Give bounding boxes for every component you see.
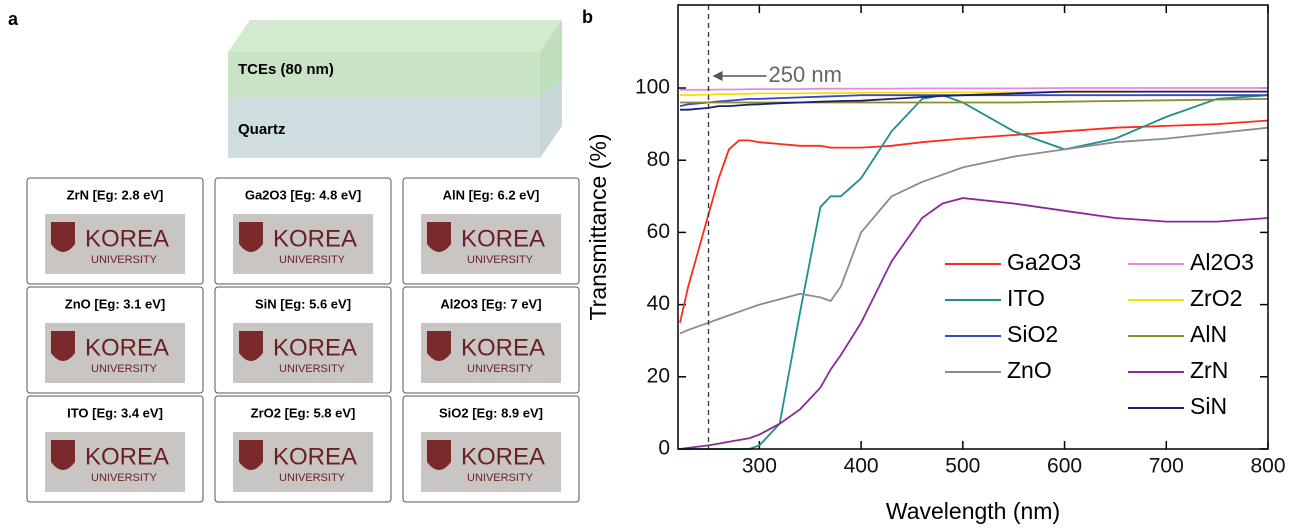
legend-label: Al2O3 [1190,249,1254,275]
y-tick-label: 40 [647,292,670,315]
series-line [680,98,1269,104]
panel-label: b [582,7,593,27]
series-line [680,87,1268,91]
photo-label: Al2O3 [Eg: 7 eV] [440,296,541,311]
logo-text: KOREA [273,443,357,470]
photo-label: Ga2O3 [Eg: 4.8 eV] [245,187,361,202]
legend-label: AlN [1190,321,1227,347]
x-tick-label: 400 [844,455,879,478]
layer-label: TCEs (80 nm) [238,61,334,78]
layer-label: Quartz [238,121,286,138]
photo-label: ZrN [Eg: 2.8 eV] [67,187,164,202]
logo-shield [239,222,263,252]
logo-shield [239,440,263,470]
logo-shield [427,440,451,470]
logo-shield [51,222,75,252]
stack-top [228,20,562,52]
x-tick-label: 600 [1047,455,1082,478]
photo-label: ZrO2 [Eg: 5.8 eV] [251,405,356,420]
logo-text: KOREA [273,225,357,252]
series-line [680,94,1269,450]
logo-shield [51,440,75,470]
x-tick-label: 800 [1250,455,1285,478]
quartz-layer [228,97,540,158]
logo-text: KOREA [461,334,545,361]
logo-text: UNIVERSITY [467,472,534,484]
y-axis-title: Transmittance (%) [585,133,611,320]
logo-text: KOREA [461,443,545,470]
legend-label: SiO2 [1007,321,1058,347]
legend-label: Ga2O3 [1007,249,1081,275]
legend-label: ZrN [1190,357,1228,383]
logo-shield [427,331,451,361]
x-axis-title: Wavelength (nm) [886,498,1060,524]
legend-label: ITO [1007,285,1045,311]
logo-text: KOREA [461,225,545,252]
panel-label: a [8,9,19,29]
photo-grid: ZrN [Eg: 2.8 eV] KOREA UNIVERSITY Ga2O3 [Eg… [26,177,580,503]
logo-shield [427,222,451,252]
y-tick-label: 80 [647,148,670,171]
photo-label: ITO [Eg: 3.4 eV] [67,405,163,420]
series-line [679,94,1268,107]
stack-side [540,20,562,97]
x-tick-label: 300 [742,455,777,478]
chart: 300 400 500 600 700 800 0 20 40 60 80 100 Wavelength… [585,4,1286,524]
x-tick-label: 500 [945,455,980,478]
series-line [680,90,1268,111]
legend-label: ZrO2 [1190,285,1242,311]
y-tick-label: 20 [647,364,670,387]
photo-label: AlN [Eg: 6.2 eV] [443,187,540,202]
y-tick-label: 60 [647,220,670,243]
plot-frame [677,4,1269,450]
logo-text: UNIVERSITY [467,254,534,266]
logo-text: UNIVERSITY [467,363,534,375]
logo-text: KOREA [273,334,357,361]
series-line [679,126,1269,335]
annotation-arrowhead [712,71,723,81]
photo-label: SiO2 [Eg: 8.9 eV] [439,405,543,420]
y-tick-label: 0 [658,437,670,460]
y-tick-label: 100 [635,76,670,99]
logo-text: KOREA [85,225,169,252]
logo-shield [51,331,75,361]
logo-text: UNIVERSITY [279,472,346,484]
legend-label: SiN [1190,393,1227,419]
annotation: 250 nm [769,62,842,87]
logo-text: KOREA [85,443,169,470]
logo-text: UNIVERSITY [91,363,158,375]
x-tick-label: 700 [1149,455,1184,478]
logo-text: UNIVERSITY [279,254,346,266]
series-line [679,119,1269,323]
logo-shield [239,331,263,361]
legend-label: ZnO [1007,357,1052,383]
photo-label: SiN [Eg: 5.6 eV] [255,296,351,311]
logo-text: UNIVERSITY [91,472,158,484]
tce-layer [228,52,540,97]
photo-label: ZnO [Eg: 3.1 eV] [65,296,165,311]
logo-text: UNIVERSITY [91,254,158,266]
logo-text: KOREA [85,334,169,361]
series-line [679,197,1269,450]
logo-text: UNIVERSITY [279,363,346,375]
